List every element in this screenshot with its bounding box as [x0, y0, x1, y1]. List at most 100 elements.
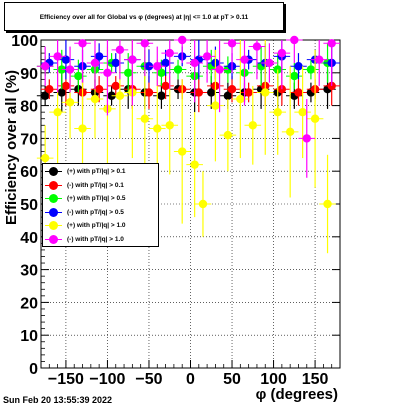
data-series [36, 35, 340, 254]
legend-marker [49, 180, 58, 190]
tick-marks [41, 39, 340, 369]
data-point [78, 124, 87, 133]
x-tick-label: 100 [260, 371, 287, 388]
data-point [140, 114, 150, 123]
data-point [290, 71, 299, 81]
y-tick-label: 10 [20, 328, 38, 345]
data-point [53, 52, 62, 61]
legend-label: (-) with pT/|q| > 0.1 [67, 181, 124, 189]
data-point [128, 55, 137, 64]
data-point [144, 88, 154, 97]
data-point [40, 62, 50, 71]
data-point [202, 52, 212, 61]
data-point [261, 88, 270, 97]
data-point [290, 35, 299, 45]
data-point [306, 65, 316, 74]
data-point [111, 81, 120, 91]
x-tick-label: 50 [223, 371, 241, 388]
data-point [252, 42, 262, 51]
data-point [223, 91, 233, 100]
data-point [298, 107, 307, 117]
x-tick-label: −150 [48, 371, 84, 388]
y-tick-label: 70 [20, 131, 38, 148]
data-point [173, 65, 183, 74]
legend-entry: (+) with pT/|q| > 1.0 [43, 219, 158, 232]
y-tick-label: 40 [20, 230, 38, 247]
y-tick-label: 50 [20, 197, 38, 214]
data-point [302, 134, 311, 143]
data-point [165, 48, 174, 58]
data-point [273, 107, 282, 117]
chart-title-box: Efficiency over all for Global vs φ (deg… [4, 2, 284, 31]
legend-marker [49, 207, 58, 217]
series-6 [36, 35, 340, 178]
y-axis-label: Efficiency over all (%) [3, 69, 20, 225]
data-point [207, 88, 216, 97]
data-point [194, 88, 204, 97]
data-point [103, 68, 112, 78]
timestamp: Sun Feb 20 13:55:39 2022 [3, 395, 113, 405]
y-tick-label: 80 [20, 99, 38, 116]
data-point [161, 58, 170, 68]
data-point [190, 58, 199, 68]
legend-entry: (-) with pT/|q| > 1.0 [43, 233, 158, 246]
legend-label: (-) with pT/|q| > 0.5 [67, 208, 124, 216]
data-point [165, 121, 174, 130]
data-point [115, 45, 125, 55]
data-point [124, 68, 133, 78]
data-point [115, 91, 125, 100]
data-point [277, 48, 287, 58]
y-tick-label: 20 [20, 295, 38, 312]
data-point [265, 58, 274, 68]
data-point [327, 39, 336, 48]
data-point [240, 55, 249, 64]
data-point [45, 85, 54, 94]
legend-entry: (-) with pT/|q| > 0.5 [43, 206, 158, 219]
data-point [223, 130, 233, 140]
data-point [315, 55, 324, 64]
data-point [65, 98, 75, 107]
data-point [94, 52, 104, 61]
x-axis-label: φ (degrees) [255, 386, 338, 403]
data-point [140, 39, 150, 48]
x-tick-label: 0 [186, 371, 195, 388]
data-point [177, 35, 187, 45]
legend-marker [49, 221, 58, 230]
legend-label: (+) with pT/|q| > 0.1 [67, 168, 126, 175]
data-point [177, 147, 187, 156]
legend-marker [49, 234, 58, 244]
tick-labels: 0 10 20 30 40 50 60 70 80 90 100 −150 −100 −50 0 50 100 1… [11, 33, 328, 388]
x-tick-label: 150 [302, 371, 329, 388]
data-point [310, 114, 320, 123]
data-point [74, 71, 83, 81]
data-point [285, 127, 295, 137]
data-point [157, 68, 166, 78]
data-point [65, 65, 75, 74]
legend-marker [49, 167, 58, 176]
data-point [198, 199, 208, 209]
data-point [157, 91, 166, 100]
legend-label: (+) with pT/|q| > 1.0 [67, 222, 126, 229]
data-point [227, 39, 237, 48]
data-point [90, 58, 100, 68]
data-point [215, 65, 224, 74]
data-point [244, 88, 253, 97]
legend-label: (+) with pT/|q| > 0.5 [67, 195, 126, 202]
data-point [153, 62, 162, 71]
legend-entry: (-) with pT/|q| > 0.1 [43, 179, 158, 192]
data-point [323, 199, 332, 209]
data-point [90, 94, 100, 104]
data-point [40, 91, 50, 100]
data-point [61, 55, 71, 64]
data-point [248, 121, 257, 130]
data-point [111, 58, 120, 68]
data-point [57, 88, 66, 97]
y-tick-label: 0 [29, 361, 38, 378]
chart-title: Efficiency over all for Global vs φ (deg… [39, 14, 249, 21]
data-point [78, 39, 87, 48]
legend-marker [49, 194, 58, 203]
y-tick-label: 100 [11, 33, 38, 50]
data-point [61, 81, 71, 91]
data-point [236, 94, 245, 104]
